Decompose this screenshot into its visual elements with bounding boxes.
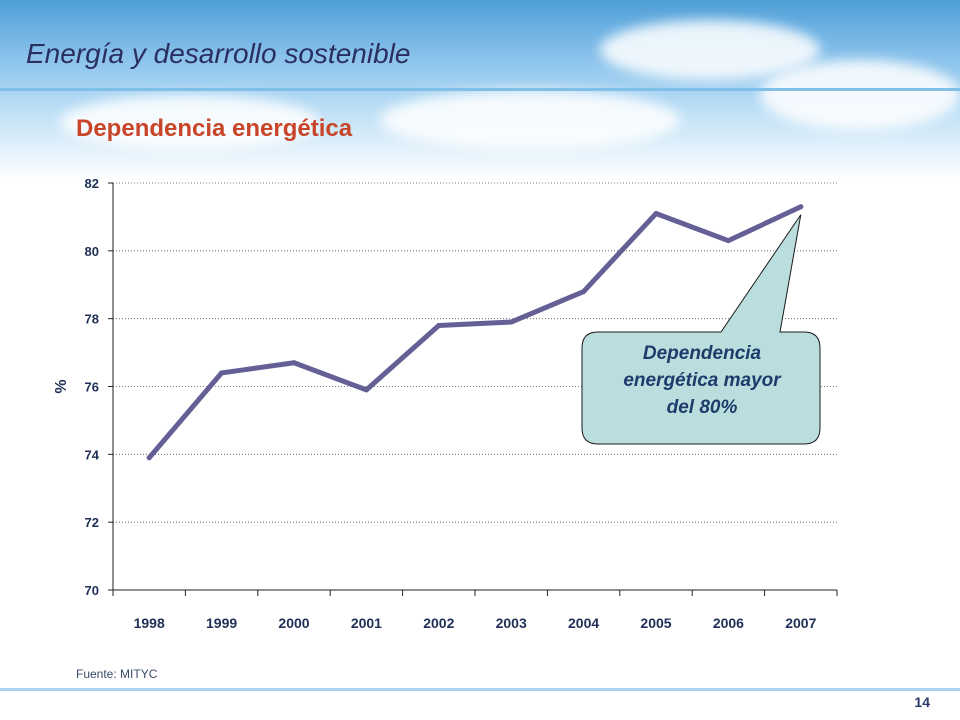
data-point [363,387,369,393]
header-rule [0,88,960,91]
data-point [581,289,587,295]
y-tick-label: 80 [85,244,99,259]
y-tick-label: 82 [85,176,99,191]
slide-title: Energía y desarrollo sostenible [26,38,411,69]
y-axis-label: % [53,379,70,393]
data-point [725,238,731,244]
callout-line: del 80% [666,397,738,418]
data-point [436,322,442,328]
cloud-decoration [380,90,680,150]
x-tick-label: 2006 [713,615,744,631]
callout-line: Dependencia [642,343,762,364]
cloud-decoration [600,20,820,80]
series [146,204,804,461]
y-tick-label: 76 [85,380,99,395]
y-tick-label: 78 [85,312,99,327]
x-tick-label: 2007 [785,615,816,631]
chart-title: Dependencia energética [76,115,353,142]
x-tick-label: 1998 [134,615,165,631]
data-point [508,319,514,325]
axes [108,182,838,596]
x-tick-label: 2002 [423,615,454,631]
footer-rule [0,688,960,691]
page-number: 14 [914,694,930,710]
y-tick-label: 72 [85,515,99,530]
series-line [146,204,804,461]
x-tick-label: 2000 [278,615,309,631]
x-tick-label: 2003 [496,615,527,631]
cloud-decoration [760,60,960,130]
y-tick-label: 70 [85,583,99,598]
data-point [291,360,297,366]
cloud-decoration [60,95,320,150]
x-tick-label: 1999 [206,615,237,631]
data-point [798,204,804,210]
data-point [219,370,225,376]
source-note: Fuente: MITYC [76,667,158,681]
callout-line: energética mayor [623,370,781,391]
x-tick-label: 2001 [351,615,382,631]
data-point [653,211,659,217]
x-tick-labels: 1998 1999 2000 2001 2002 2003 2004 2005 2006 2007 [134,615,817,631]
callout-bubble [581,214,821,445]
x-tick-label: 2004 [568,615,599,631]
data-point [146,455,152,461]
y-tick-label: 74 [85,447,100,462]
callout-text: Dependencia energética mayor del 80% [584,340,820,421]
y-tick-labels: 70 72 74 76 78 80 82 [85,176,100,598]
x-tick-label: 2005 [640,615,671,631]
